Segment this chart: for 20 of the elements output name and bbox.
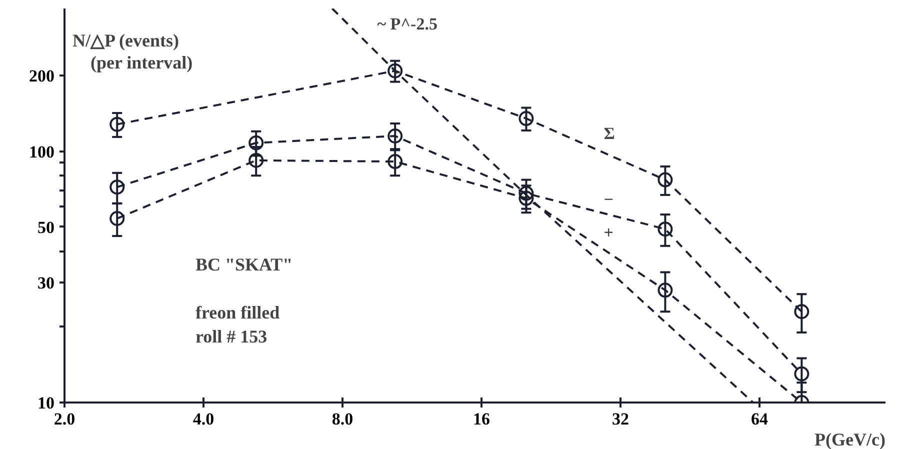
- y-tick-label: 50: [38, 218, 54, 237]
- x-tick-label: 64: [750, 410, 768, 428]
- y-tick-label: 100: [29, 142, 54, 162]
- series-label: −: [604, 190, 614, 210]
- series-label: +: [604, 223, 614, 242]
- x-tick-label: 2.0: [54, 410, 76, 428]
- x-tick-label: 8.0: [332, 410, 354, 428]
- x-tick-label: 32: [612, 410, 629, 428]
- annotation: roll # 153: [196, 326, 268, 346]
- x-tick-label: 16: [472, 410, 490, 428]
- x-axis-title: P(GeV/c): [814, 430, 886, 449]
- y-tick-label: 200: [29, 66, 54, 86]
- y-axis-title: N/△P (events) (per interval): [72, 30, 193, 72]
- y-tick-label: 10: [38, 394, 54, 412]
- y-tick-label: 30: [38, 274, 54, 293]
- annotation: freon filled: [196, 302, 280, 322]
- annotation: BC "SKAT": [196, 254, 293, 274]
- series-label: ~ P^-2.5: [377, 14, 438, 34]
- x-tick-label: 4.0: [192, 410, 214, 428]
- series-label: Σ: [604, 124, 615, 144]
